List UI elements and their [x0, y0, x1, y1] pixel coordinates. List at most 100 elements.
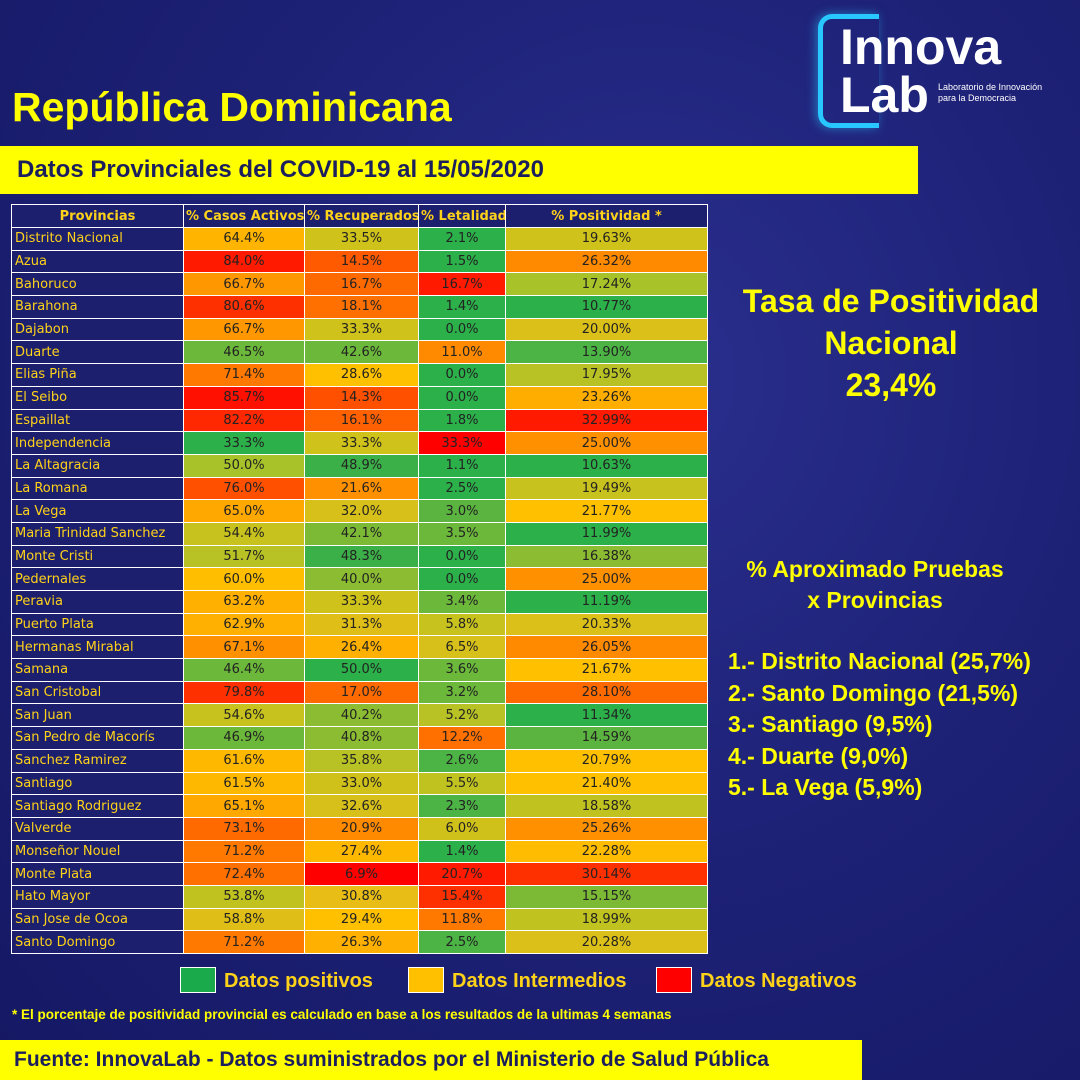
list-item: 4.- Duarte (9,0%) — [728, 742, 909, 769]
cell-letalidad: 0.0% — [418, 544, 506, 569]
cell-provincia: Espaillat — [11, 408, 184, 433]
cell-casos-activos: 80.6% — [183, 295, 305, 319]
cell-positividad: 10.63% — [505, 453, 708, 478]
cell-recuperados: 33.3% — [304, 431, 419, 455]
table-row: Santo Domingo 71.2% 26.3% 2.5% 20.28% — [11, 930, 708, 954]
cell-recuperados: 14.5% — [304, 249, 419, 274]
cell-provincia: La Romana — [11, 476, 184, 501]
cell-provincia: Santiago Rodriguez — [11, 794, 184, 818]
cell-letalidad: 2.5% — [418, 476, 506, 501]
cell-positividad: 19.63% — [505, 227, 708, 251]
table-row: Distrito Nacional 64.4% 33.5% 2.1% 19.63% — [11, 227, 708, 251]
cell-provincia: Hermanas Mirabal — [11, 635, 184, 660]
table-row: Valverde 73.1% 20.9% 6.0% 25.26% — [11, 816, 708, 841]
cell-letalidad: 16.7% — [418, 272, 506, 297]
table-row: La Vega 65.0% 32.0% 3.0% 21.77% — [11, 499, 708, 523]
subtitle-text: Datos Provinciales del COVID-19 al 15/05… — [17, 156, 544, 183]
table-row: El Seibo 85.7% 14.3% 0.0% 23.26% — [11, 385, 708, 410]
cell-provincia: Dajabon — [11, 317, 184, 342]
cell-recuperados: 14.3% — [304, 385, 419, 410]
table-row: Sanchez Ramirez 61.6% 35.8% 2.6% 20.79% — [11, 748, 708, 773]
cell-recuperados: 18.1% — [304, 295, 419, 319]
page-title: República Dominicana — [12, 84, 452, 130]
header-provincias: Provincias — [11, 204, 184, 228]
cell-casos-activos: 85.7% — [183, 385, 305, 410]
cell-letalidad: 0.0% — [418, 567, 506, 591]
cell-recuperados: 21.6% — [304, 476, 419, 501]
cell-provincia: Puerto Plata — [11, 612, 184, 637]
logo-word-innova: Innova — [840, 19, 1002, 75]
list-item: 3.- Santiago (9,5%) — [728, 711, 933, 737]
list-item: 5.- La Vega (5,9%) — [728, 774, 923, 800]
cell-positividad: 17.95% — [505, 363, 708, 387]
cell-recuperados: 33.3% — [304, 317, 419, 342]
header-recuperados: % Recuperados — [304, 204, 419, 228]
cell-letalidad: 12.2% — [418, 726, 506, 750]
cell-provincia: Pedernales — [11, 567, 184, 591]
cell-casos-activos: 46.9% — [183, 726, 305, 750]
cell-positividad: 15.15% — [505, 884, 708, 909]
cell-casos-activos: 71.2% — [183, 930, 305, 954]
cell-casos-activos: 71.4% — [183, 363, 305, 387]
cell-provincia: Bahoruco — [11, 272, 184, 297]
cell-provincia: Independencia — [11, 431, 184, 455]
cell-recuperados: 28.6% — [304, 363, 419, 387]
cell-positividad: 20.79% — [505, 748, 708, 773]
cell-casos-activos: 82.2% — [183, 408, 305, 433]
cell-casos-activos: 33.3% — [183, 431, 305, 455]
cell-recuperados: 27.4% — [304, 839, 419, 864]
logo-tagline: Laboratorio de Innovación para la Democr… — [938, 82, 1078, 104]
cell-positividad: 16.38% — [505, 544, 708, 569]
cell-positividad: 21.77% — [505, 499, 708, 523]
cell-provincia: Samana — [11, 658, 184, 682]
table-row: Espaillat 82.2% 16.1% 1.8% 32.99% — [11, 408, 708, 433]
cell-provincia: Duarte — [11, 340, 184, 365]
cell-casos-activos: 71.2% — [183, 839, 305, 864]
legend-swatch-green — [180, 967, 216, 993]
cell-provincia: Peravia — [11, 590, 184, 614]
tests-title-line2: x Provincias — [807, 587, 943, 613]
header-positividad: % Positividad * — [505, 204, 708, 228]
cell-recuperados: 48.9% — [304, 453, 419, 478]
cell-provincia: Santo Domingo — [11, 930, 184, 954]
cell-provincia: Hato Mayor — [11, 884, 184, 909]
table-row: San Juan 54.6% 40.2% 5.2% 11.34% — [11, 703, 708, 728]
table-row: Peravia 63.2% 33.3% 3.4% 11.19% — [11, 590, 708, 614]
cell-recuperados: 26.3% — [304, 930, 419, 954]
list-item: 1.- Distrito Nacional (25,7%) — [728, 648, 1031, 674]
cell-positividad: 13.90% — [505, 340, 708, 365]
cell-provincia: Maria Trinidad Sanchez — [11, 521, 184, 546]
cell-positividad: 20.33% — [505, 612, 708, 637]
cell-recuperados: 26.4% — [304, 635, 419, 660]
cell-casos-activos: 65.0% — [183, 499, 305, 523]
cell-positividad: 14.59% — [505, 726, 708, 750]
cell-provincia: Santiago — [11, 771, 184, 796]
logo-word-lab: Lab — [840, 67, 929, 123]
cell-letalidad: 1.1% — [418, 453, 506, 478]
table-row: Monte Plata 72.4% 6.9% 20.7% 30.14% — [11, 862, 708, 886]
cell-positividad: 18.99% — [505, 907, 708, 932]
cell-letalidad: 11.0% — [418, 340, 506, 365]
tests-title-line1: % Aproximado Pruebas — [746, 556, 1004, 582]
cell-casos-activos: 61.5% — [183, 771, 305, 796]
table-row: La Romana 76.0% 21.6% 2.5% 19.49% — [11, 476, 708, 501]
cell-letalidad: 0.0% — [418, 317, 506, 342]
cell-recuperados: 42.6% — [304, 340, 419, 365]
cell-provincia: Elias Piña — [11, 363, 184, 387]
cell-provincia: Distrito Nacional — [11, 227, 184, 251]
cell-letalidad: 2.1% — [418, 227, 506, 251]
cell-recuperados: 17.0% — [304, 680, 419, 705]
cell-letalidad: 0.0% — [418, 363, 506, 387]
cell-recuperados: 33.5% — [304, 227, 419, 251]
cell-casos-activos: 73.1% — [183, 816, 305, 841]
table-row: La Altagracia 50.0% 48.9% 1.1% 10.63% — [11, 453, 708, 478]
logo-bracket-shape — [818, 14, 879, 128]
cell-positividad: 23.26% — [505, 385, 708, 410]
cell-positividad: 26.32% — [505, 249, 708, 274]
cell-letalidad: 1.4% — [418, 295, 506, 319]
cell-provincia: Sanchez Ramirez — [11, 748, 184, 773]
table-row: Barahona 80.6% 18.1% 1.4% 10.77% — [11, 295, 708, 319]
cell-recuperados: 33.3% — [304, 590, 419, 614]
cell-positividad: 10.77% — [505, 295, 708, 319]
logo-tagline-line1: Laboratorio de Innovación — [938, 82, 1043, 92]
